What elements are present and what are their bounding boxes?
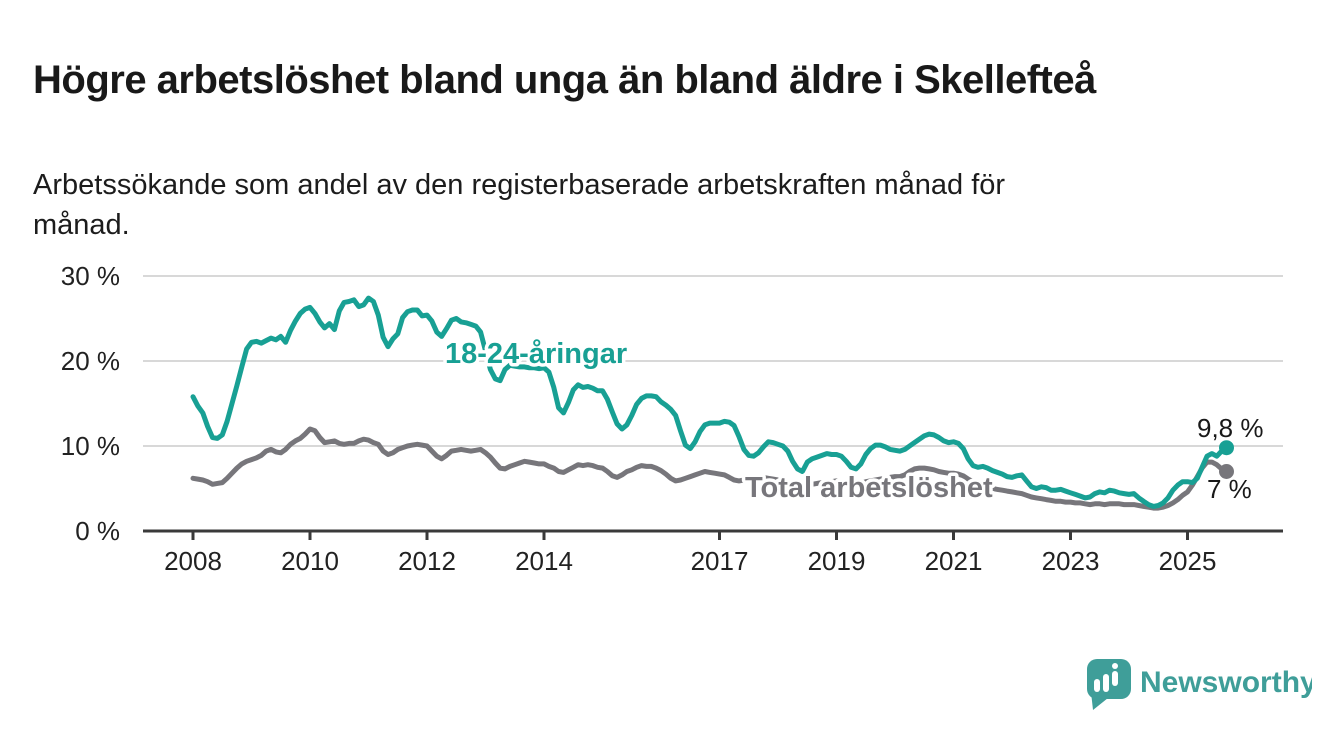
x-tick-label: 2014	[515, 546, 573, 576]
x-tick-label: 2023	[1042, 546, 1100, 576]
page-title: Högre arbetslöshet bland unga än bland ä…	[33, 57, 1096, 102]
page-subtitle: Arbetssökande som andel av den registerb…	[33, 169, 1006, 241]
end-value-label: 9,8 %	[1197, 413, 1264, 443]
newsworthy-logo-svg: Newsworthy	[1087, 659, 1317, 710]
series-line	[190, 426, 1229, 511]
series-end-dot	[1219, 440, 1234, 456]
series-label: Total arbetslöshet	[745, 472, 993, 504]
x-tick-label: 2010	[281, 546, 339, 576]
unemployment-line-chart: 0 % 10 % 20 % 30 % 2008 2010 2012 2014 2017 2019 2…	[0, 230, 1340, 600]
newsworthy-logo-text: Newsworthy	[1140, 666, 1312, 699]
series-label: 18-24-åringar	[445, 338, 627, 370]
y-tick-label: 0 %	[75, 516, 120, 546]
speech-bubble-bar-chart-icon	[1087, 659, 1131, 710]
y-tick-label: 10 %	[61, 431, 120, 461]
y-tick-label: 20 %	[61, 346, 120, 376]
chart-svg: 0 % 10 % 20 % 30 % 2008 2010 2012 2014 2017 2019 2…	[61, 261, 1283, 576]
y-tick-label: 30 %	[61, 261, 120, 291]
x-tick-label: 2017	[691, 546, 749, 576]
end-value-label: 7 %	[1207, 474, 1252, 504]
x-tick-label: 2019	[808, 546, 866, 576]
x-tick-label: 2021	[925, 546, 983, 576]
series-line	[190, 295, 1229, 509]
x-tick-label: 2008	[164, 546, 222, 576]
series-end-dot	[1219, 464, 1234, 479]
x-tick-label: 2012	[398, 546, 456, 576]
newsworthy-logo: Newsworthy	[1082, 654, 1317, 710]
x-tick-label: 2025	[1159, 546, 1217, 576]
